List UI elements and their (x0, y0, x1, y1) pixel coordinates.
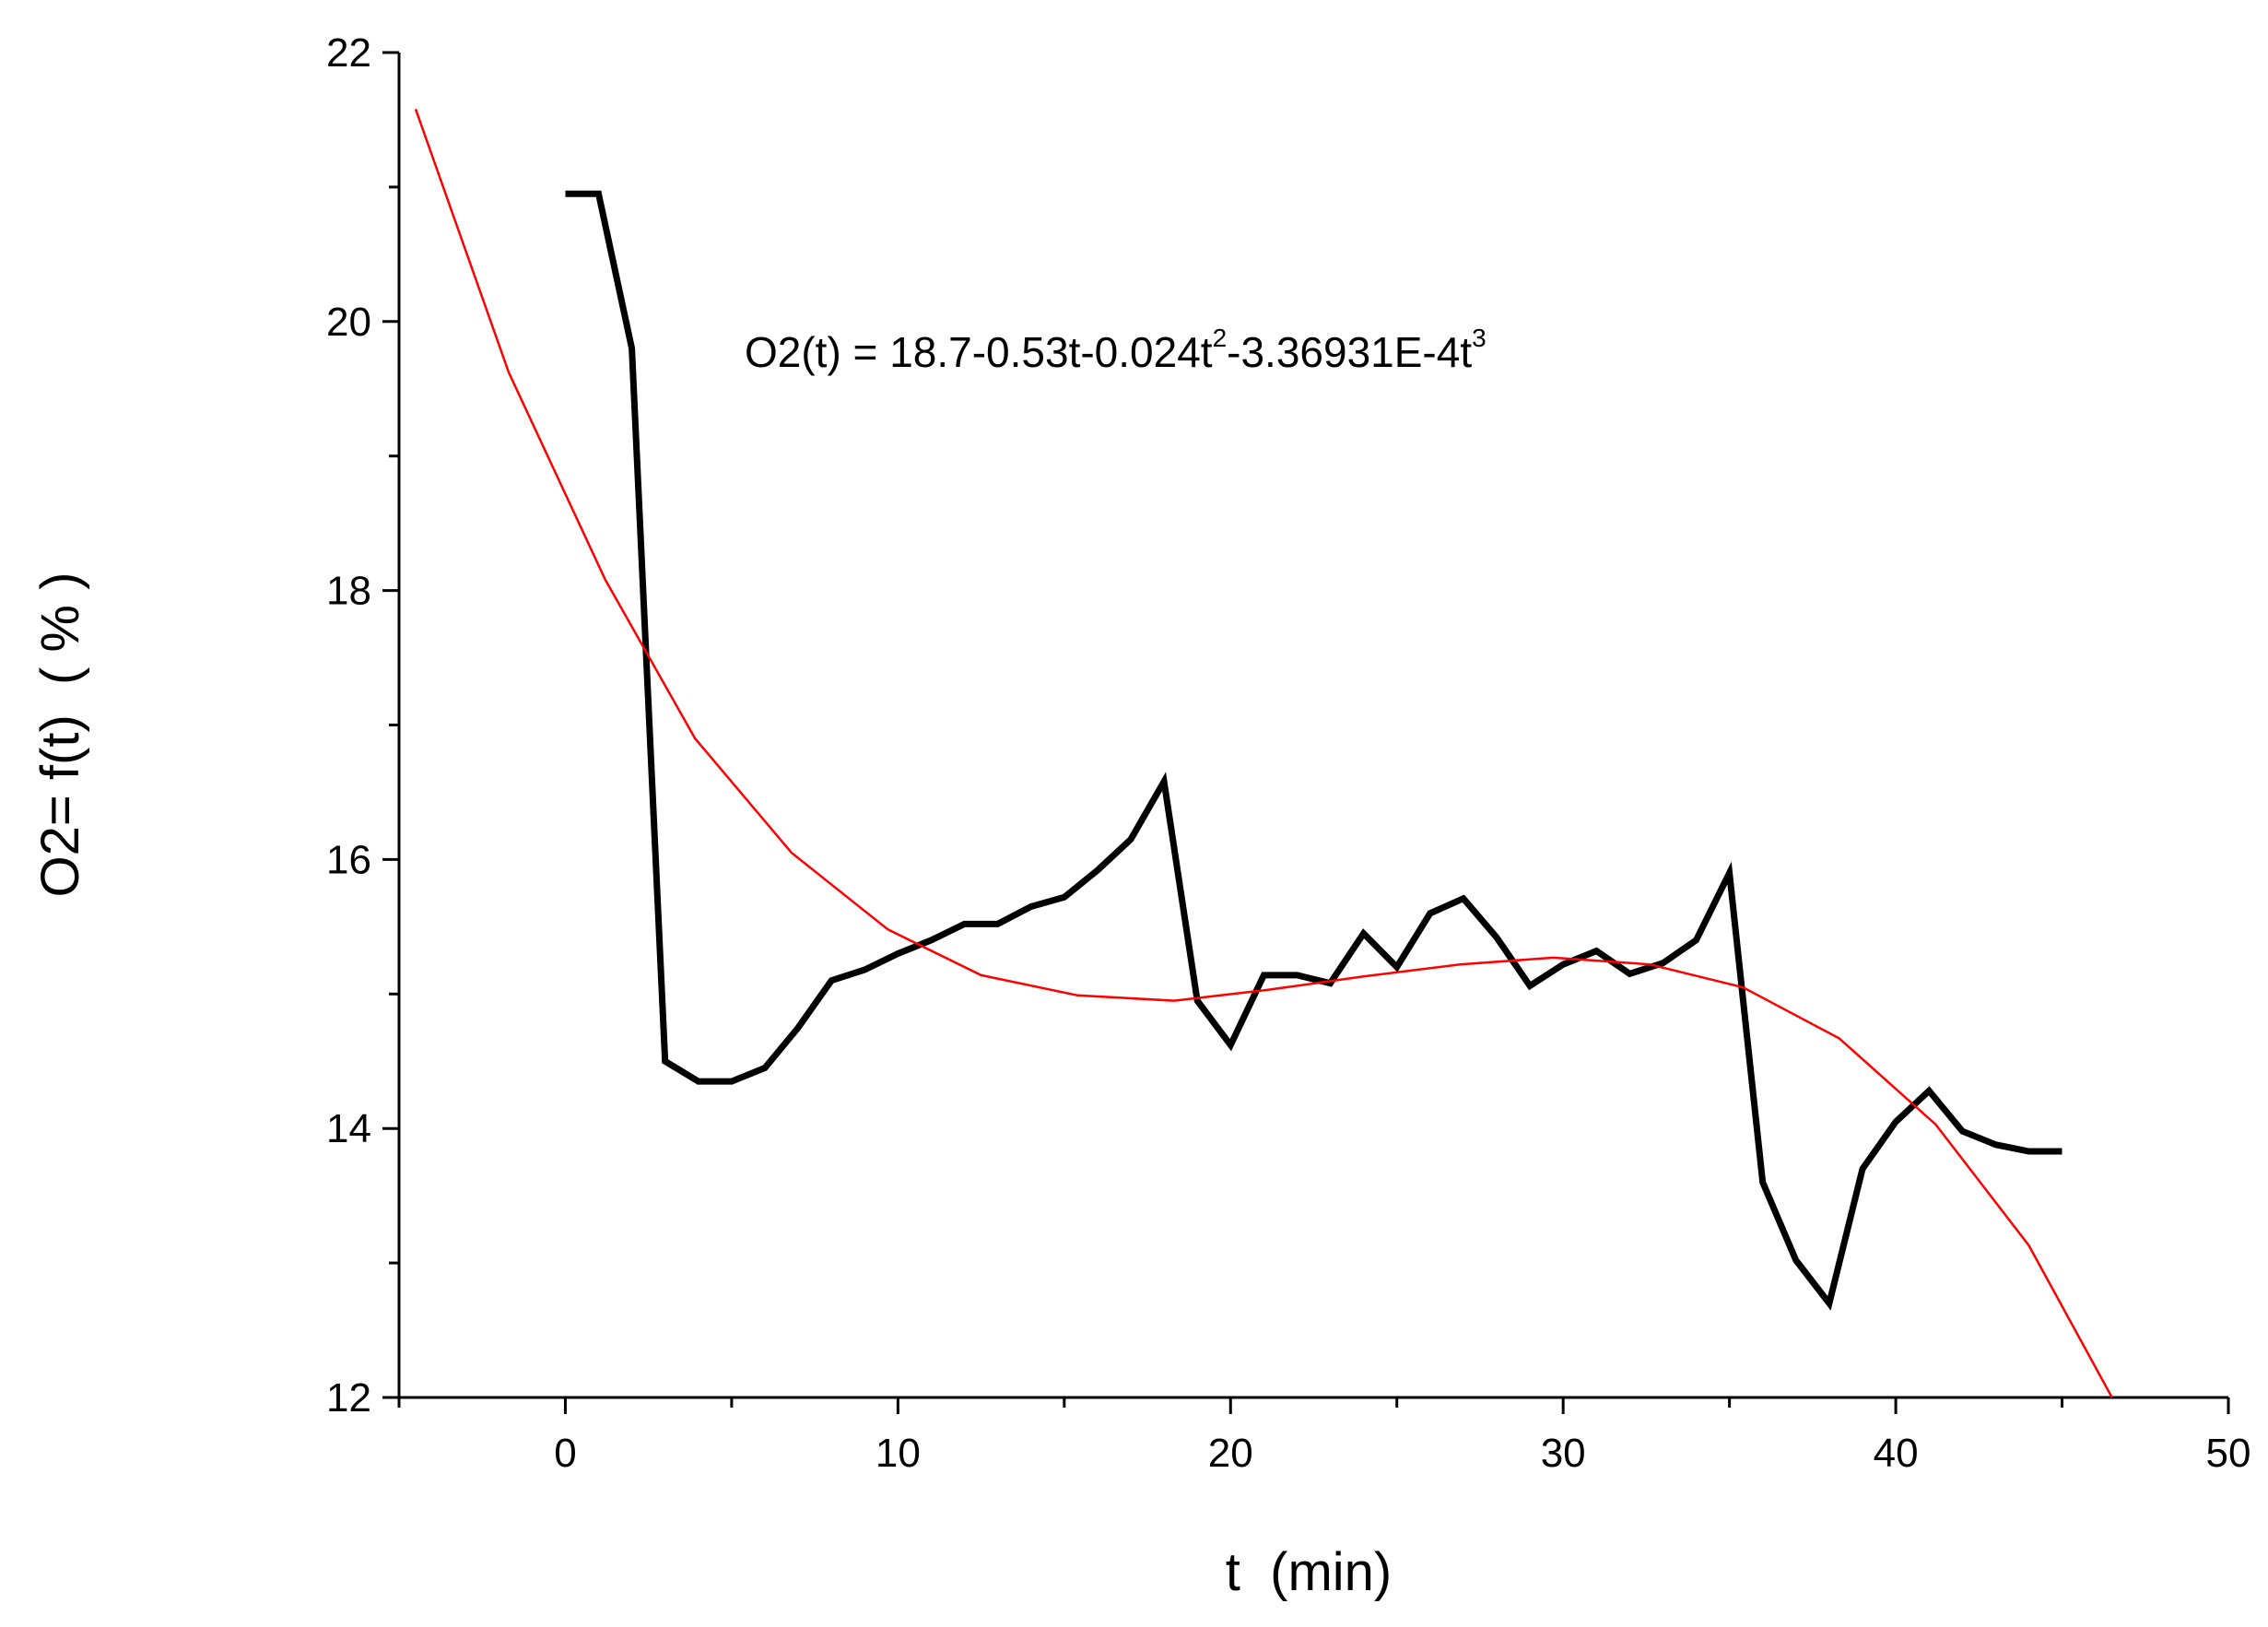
x-tick-label: 50 (2206, 1431, 2251, 1476)
x-tick-label: 0 (554, 1431, 576, 1476)
y-tick-label: 12 (326, 1375, 371, 1421)
x-tick-label: 20 (1208, 1431, 1253, 1476)
x-tick-label: 10 (875, 1431, 921, 1476)
fit-equation-sup2: 3 (1472, 324, 1487, 352)
y-tick-label: 18 (326, 569, 371, 614)
fit-equation: O2(t) = 18.7-0.53t-0.024t2-3.36931E-4t3 (745, 324, 1487, 376)
fit-equation-sup1: 2 (1213, 324, 1228, 352)
x-axis-title: t (min) (1226, 1542, 1392, 1602)
y-tick-label: 20 (326, 300, 371, 345)
y-tick-label: 22 (326, 30, 371, 76)
fit-curve-line (414, 108, 2113, 1398)
fit-equation-mid: -3.36931E-4t (1227, 328, 1472, 376)
y-axis-title: O2= f(t) ( % ) (30, 572, 90, 898)
measured-o2-line (565, 190, 2062, 1311)
axes: 0 10 20 30 40 50 12 14 16 18 20 22 (326, 30, 2250, 1476)
fit-equation-main: O2(t) = 18.7-0.53t-0.024t (745, 328, 1213, 376)
x-tick-label: 30 (1541, 1431, 1586, 1476)
x-tick-label: 40 (1874, 1431, 1919, 1476)
series-layer (414, 108, 2113, 1398)
y-tick-label: 14 (326, 1106, 371, 1151)
y-tick-label: 16 (326, 837, 371, 882)
